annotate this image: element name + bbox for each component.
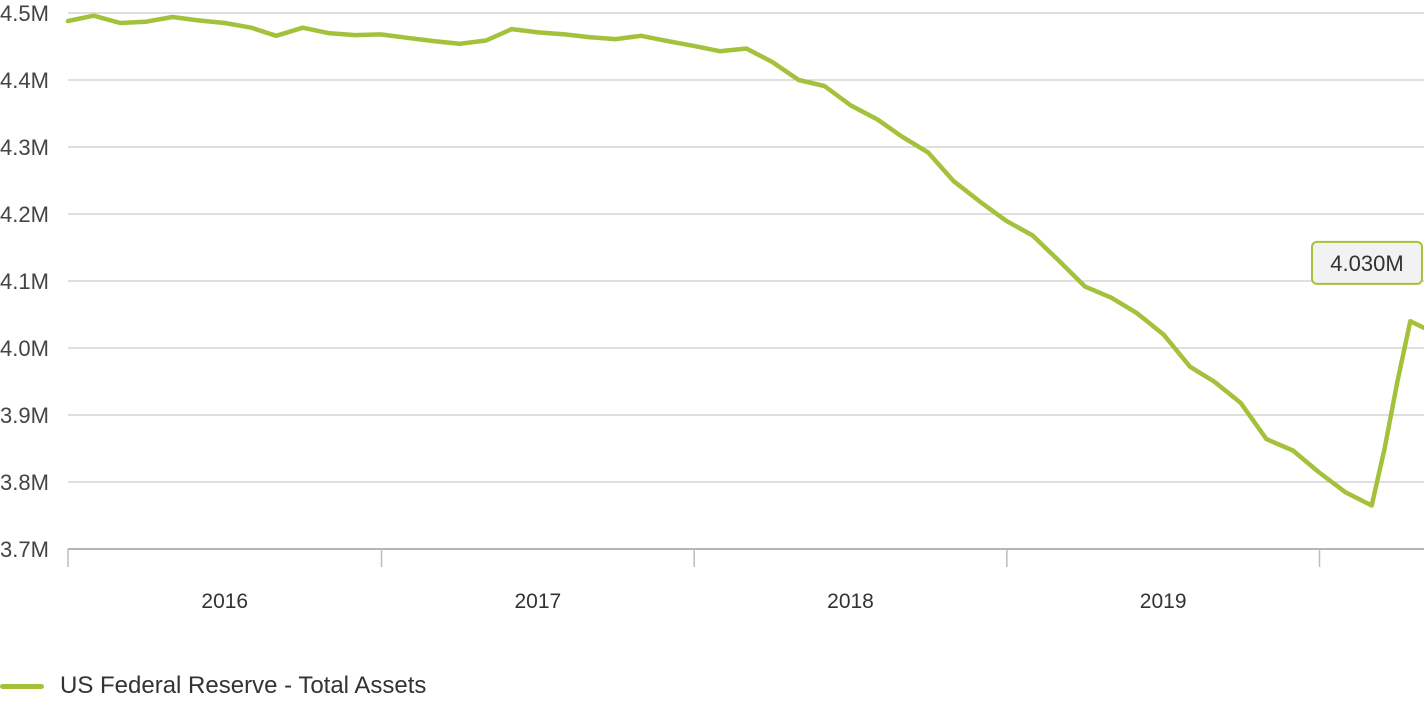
y-tick-label: 4.4M [0, 68, 49, 93]
line-chart: 3.7M 3.8M 3.9M 4.0M 4.1M 4.2M 4.3M 4.4M 4.5M 201… [0, 1, 1424, 613]
axes [67, 549, 1321, 567]
series-layer [65, 13, 1424, 508]
y-tick-label: 3.7M [0, 537, 49, 562]
series-line [65, 13, 1424, 508]
grid-lines [68, 12, 1424, 550]
annotation-layer: 4.030M [1311, 240, 1423, 285]
y-tick-label: 4.5M [0, 1, 49, 26]
legend[interactable]: US Federal Reserve - Total Assets [0, 668, 426, 704]
y-tick-label: 4.3M [0, 135, 49, 160]
x-tick-label: 2017 [514, 590, 561, 613]
y-tick-label: 3.9M [0, 403, 49, 428]
y-tick-label: 3.8M [0, 470, 49, 495]
y-tick-label: 4.1M [0, 269, 49, 294]
y-tick-label: 4.0M [0, 336, 49, 361]
x-tick-label: 2019 [1140, 590, 1187, 613]
y-tick-label: 4.2M [0, 202, 49, 227]
y-axis-tick-labels: 3.7M 3.8M 3.9M 4.0M 4.1M 4.2M 4.3M 4.4M 4.5M [0, 1, 49, 562]
callout-value: 4.030M [1330, 251, 1403, 276]
legend-label: US Federal Reserve - Total Assets [60, 672, 427, 699]
callout-box [1311, 240, 1423, 285]
x-tick-label: 2018 [827, 590, 874, 613]
value-callout: 4.030M [1311, 240, 1423, 285]
x-axis-tick-labels: 2016 2017 2018 2019 [201, 590, 1186, 613]
x-tick-label: 2016 [201, 590, 248, 613]
legend-swatch [0, 683, 44, 689]
